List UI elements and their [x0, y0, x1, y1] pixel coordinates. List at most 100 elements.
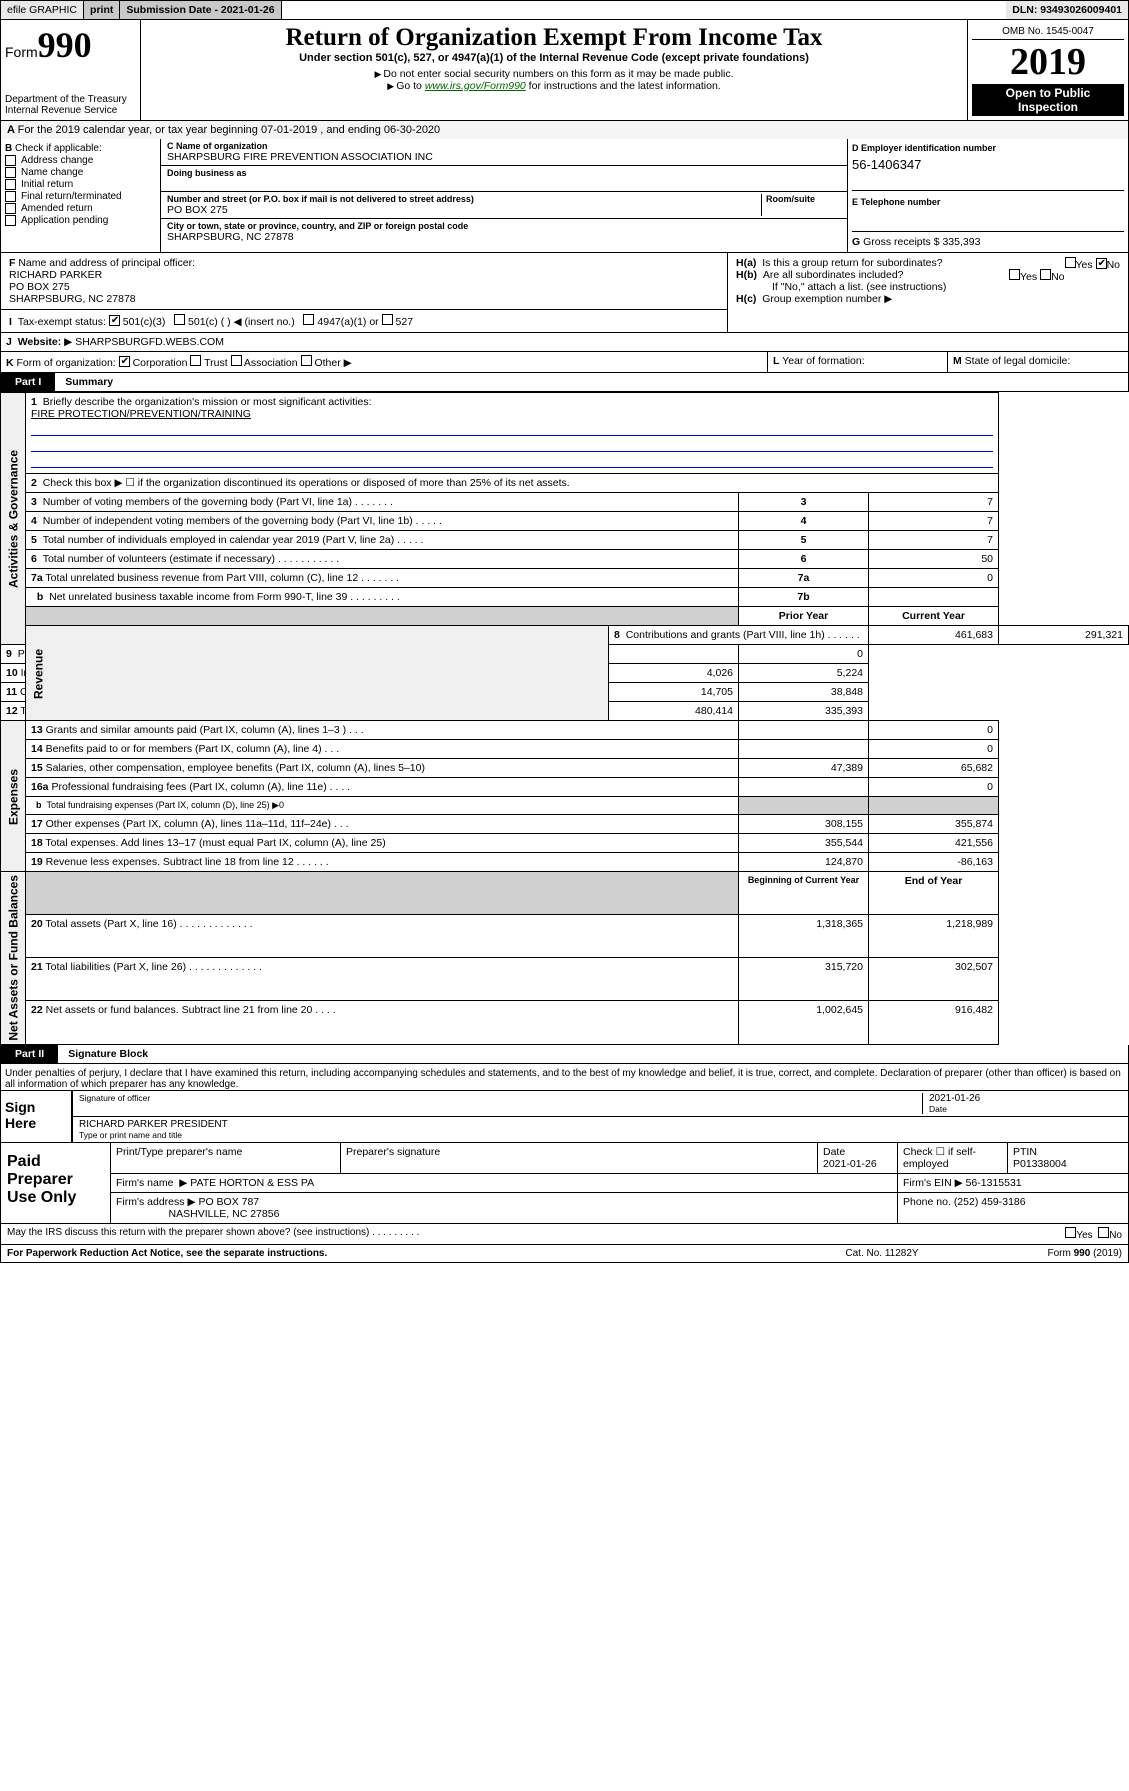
line17-curr: 355,874: [869, 815, 999, 834]
firm-phone: (252) 459-3186: [954, 1196, 1026, 1208]
footer: For Paperwork Reduction Act Notice, see …: [0, 1245, 1129, 1263]
checkbox-4947[interactable]: [303, 314, 314, 325]
checkbox-501c[interactable]: [174, 314, 185, 325]
checkbox-name-change[interactable]: [5, 167, 16, 178]
note-goto-pre: Go to: [396, 80, 425, 92]
dln-label: DLN: 93493026009401: [1006, 1, 1128, 19]
sig-officer-label: Signature of officer: [79, 1093, 922, 1103]
hc-label: Group exemption number: [762, 293, 881, 305]
side-revenue: Revenue: [26, 626, 609, 721]
form-title: Return of Organization Exempt From Incom…: [145, 24, 963, 52]
side-netassets: Net Assets or Fund Balances: [1, 872, 26, 1045]
checkbox-assoc[interactable]: [231, 355, 242, 366]
line2-label: Check this box ▶ ☐ if the organization d…: [43, 477, 570, 489]
entity-row: B Check if applicable: Address change Na…: [0, 139, 1129, 253]
firm-name: PATE HORTON & ESS PA: [190, 1177, 314, 1189]
side-activities: Activities & Governance: [1, 393, 26, 645]
instructions-link[interactable]: www.irs.gov/Form990: [425, 80, 526, 92]
type-name-label: Type or print name and title: [79, 1130, 228, 1140]
line10-prior: 4,026: [609, 664, 739, 683]
firm-city: NASHVILLE, NC 27856: [169, 1208, 280, 1220]
line15-curr: 65,682: [869, 759, 999, 778]
checkbox-ha-no[interactable]: [1096, 258, 1107, 269]
part1-tab: Part I: [1, 373, 55, 391]
addr-label: Number and street (or P.O. box if mail i…: [167, 194, 761, 204]
line16a-curr: 0: [869, 778, 999, 797]
line21-curr: 302,507: [869, 958, 999, 1001]
line12-curr: 335,393: [739, 702, 869, 721]
section-a-tax-year: A For the 2019 calendar year, or tax yea…: [0, 121, 1129, 139]
firm-ein: 56-1315531: [966, 1177, 1022, 1189]
checkbox-527[interactable]: [382, 314, 393, 325]
officer-addr: PO BOX 275: [9, 281, 70, 293]
form-990-number: 990: [38, 25, 92, 65]
hb-label: Are all subordinates included?: [763, 269, 904, 281]
pra-notice: For Paperwork Reduction Act Notice, see …: [7, 1248, 782, 1259]
org-address: PO BOX 275: [167, 204, 761, 216]
form-header: Form990 Department of the Treasury Inter…: [0, 20, 1129, 121]
form-number: Form990: [5, 24, 136, 66]
line20-prior: 1,318,365: [739, 915, 869, 958]
section-b: B Check if applicable: Address change Na…: [1, 139, 161, 252]
form-word: Form: [5, 44, 38, 60]
website-label: Website:: [18, 336, 62, 348]
line7b-value: [869, 588, 999, 607]
line18-prior: 355,544: [739, 834, 869, 853]
state-domicile: State of legal domicile:: [965, 355, 1071, 367]
sig-date: 2021-01-26: [929, 1093, 1122, 1104]
hdr-bocy: Beginning of Current Year: [739, 872, 869, 915]
officer-city: SHARPSBURG, NC 27878: [9, 293, 136, 305]
part2-header: Part II Signature Block: [0, 1045, 1129, 1064]
prep-date: 2021-01-26: [823, 1158, 892, 1170]
checkbox-amended[interactable]: [5, 203, 16, 214]
part2-title: Signature Block: [58, 1045, 158, 1063]
paid-preparer: Paid Preparer Use Only Print/Type prepar…: [0, 1143, 1129, 1224]
line11-curr: 38,848: [739, 683, 869, 702]
self-employed-check: Check ☐ if self-employed: [903, 1146, 1002, 1170]
mission-text: FIRE PROTECTION/PREVENTION/TRAINING: [31, 408, 251, 420]
line17-prior: 308,155: [739, 815, 869, 834]
side-expenses: Expenses: [1, 721, 26, 872]
checkbox-ha-yes[interactable]: [1065, 257, 1076, 268]
prep-name-label: Print/Type preparer's name: [116, 1146, 335, 1158]
gross-receipts-label: Gross receipts $: [863, 236, 939, 248]
checkbox-other[interactable]: [301, 355, 312, 366]
line14-curr: 0: [869, 740, 999, 759]
line22-prior: 1,002,645: [739, 1001, 869, 1044]
omb-number: OMB No. 1545-0047: [972, 24, 1124, 40]
date-label: Date: [929, 1104, 1122, 1114]
note-goto-post: for instructions and the latest informat…: [526, 80, 721, 92]
line10-curr: 5,224: [739, 664, 869, 683]
checkbox-address-change[interactable]: [5, 155, 16, 166]
firm-addr: PO BOX 787: [198, 1196, 259, 1208]
checkbox-discuss-no[interactable]: [1098, 1227, 1109, 1238]
checkbox-application-pending[interactable]: [5, 215, 16, 226]
checkbox-discuss-yes[interactable]: [1065, 1227, 1076, 1238]
checkbox-hb-yes[interactable]: [1009, 269, 1020, 280]
section-fh: F Name and address of principal officer:…: [0, 253, 1129, 333]
section-j: J Website: ▶ SHARPSBURGFD.WEBS.COM: [0, 333, 1129, 352]
checkbox-501c3[interactable]: [109, 315, 120, 326]
checkbox-corp[interactable]: [119, 356, 130, 367]
line8-curr: 291,321: [999, 626, 1129, 645]
officer-name: RICHARD PARKER: [9, 269, 102, 281]
checkbox-trust[interactable]: [190, 355, 201, 366]
prep-sig-label: Preparer's signature: [346, 1146, 812, 1158]
checkbox-hb-no[interactable]: [1040, 269, 1051, 280]
room-label: Room/suite: [761, 194, 841, 216]
discuss-label: May the IRS discuss this return with the…: [7, 1227, 369, 1238]
line13-curr: 0: [869, 721, 999, 740]
checkbox-final-return[interactable]: [5, 191, 16, 202]
print-button[interactable]: print: [84, 1, 120, 19]
tax-year: 2019: [972, 40, 1124, 84]
hdr-prior-year: Prior Year: [739, 607, 869, 626]
year-formation: Year of formation:: [782, 355, 865, 367]
line11-prior: 14,705: [609, 683, 739, 702]
submission-date-button[interactable]: Submission Date - 2021-01-26: [120, 1, 281, 19]
org-city: SHARPSBURG, NC 27878: [167, 231, 841, 243]
ptin-value: P01338004: [1013, 1158, 1123, 1170]
checkbox-initial-return[interactable]: [5, 179, 16, 190]
open-to-public: Open to Public Inspection: [972, 84, 1124, 116]
org-name: SHARPSBURG FIRE PREVENTION ASSOCIATION I…: [167, 151, 841, 163]
line4-value: 7: [869, 512, 999, 531]
